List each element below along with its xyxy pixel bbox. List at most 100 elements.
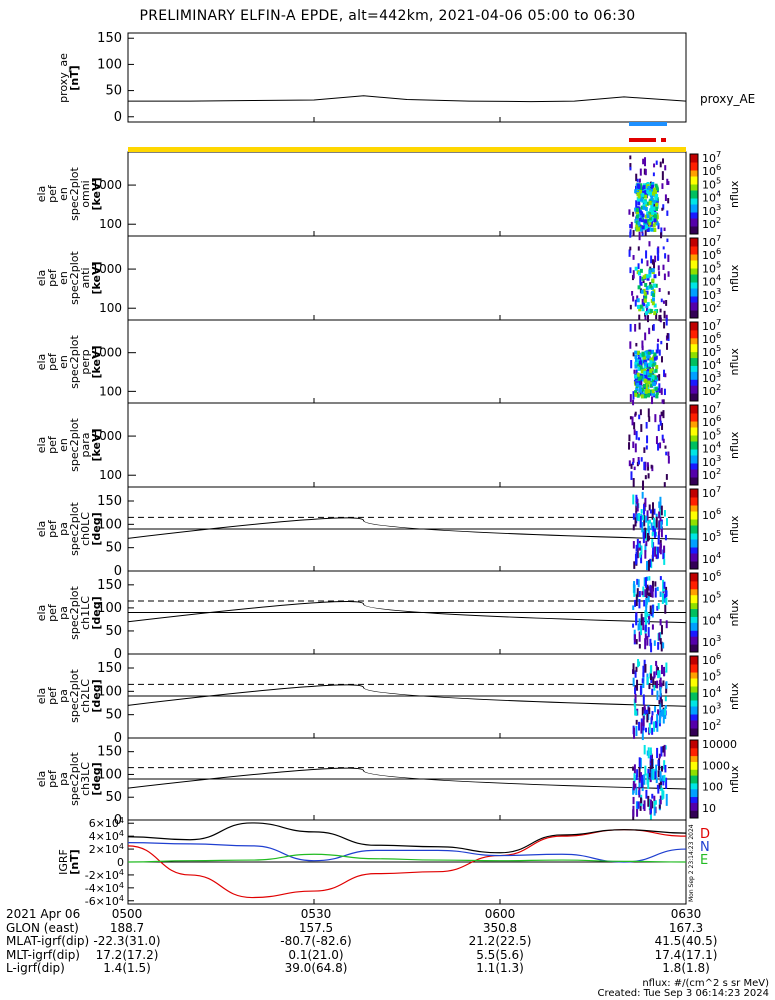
colorbar-segment — [690, 437, 698, 440]
pitch-pixel — [650, 522, 653, 531]
ylabel-para: ela pef en spec2plot para [keV] — [35, 405, 103, 485]
colorbar-segment — [690, 323, 698, 327]
bottom-row-value: 157.5 — [298, 920, 334, 935]
pitch-pixel — [632, 663, 635, 675]
spectrogram-pixel — [652, 359, 656, 364]
colorbar-segment — [690, 427, 698, 430]
colorbar-segment — [690, 628, 698, 631]
spectrogram-pixel — [637, 366, 641, 371]
spectrogram-pixel — [634, 358, 638, 363]
colorbar-segment — [690, 164, 698, 167]
spectrogram-pixel — [647, 380, 651, 385]
pitch-pixel — [659, 703, 662, 711]
colorbar-segment — [690, 499, 698, 502]
colorbar-segment — [690, 379, 698, 382]
pitch-pixel — [659, 779, 662, 788]
pitch-pixel — [640, 718, 643, 726]
spectrogram-pixel — [639, 409, 642, 416]
colorbar-segment — [690, 724, 698, 727]
spectrogram-pixel — [629, 224, 632, 229]
spectrogram-pixel — [633, 429, 636, 436]
pitch-pixel — [634, 634, 637, 643]
spectrogram-pixel — [649, 284, 653, 289]
pitch-pixel — [646, 510, 649, 521]
colorbar-segment — [690, 730, 698, 733]
spectrogram-pixel — [659, 314, 662, 322]
spectrogram-pixel — [635, 387, 639, 392]
spectrogram-pixel — [642, 278, 645, 284]
pitch-pixel — [634, 687, 637, 695]
spectrogram-pixel — [635, 210, 639, 215]
colorbar-segment — [690, 182, 698, 185]
spectrogram-pixel — [644, 314, 647, 320]
spectrogram-pixel — [644, 168, 647, 176]
spectrogram-pixel — [662, 204, 665, 210]
spectrogram-pixel — [630, 359, 633, 369]
pitch-pixel — [657, 709, 660, 716]
colorbar-segment — [690, 296, 698, 299]
colorbar-segment — [690, 292, 698, 295]
colorbar-segment — [690, 363, 698, 366]
spectrogram-pixel — [650, 383, 654, 388]
colorbar-segment — [690, 644, 698, 647]
colorbar-segment — [690, 316, 698, 319]
ion-flag-bar — [629, 122, 667, 126]
spectrogram-pixel — [629, 304, 632, 310]
pitch-pixel — [653, 722, 656, 727]
colorbar-segment — [690, 196, 698, 199]
pitch-pixel — [664, 764, 667, 773]
spectrogram-pixel — [651, 297, 655, 302]
side-timestamp: Mon Sep 2 23:14:23 2024 — [688, 824, 695, 902]
pitch-pixel — [662, 709, 665, 717]
colorbar-segment — [690, 804, 698, 807]
pitch-pixel — [663, 558, 666, 565]
pitch-pixel — [636, 808, 639, 817]
pitch-pixel — [643, 599, 646, 607]
spectrogram-pixel — [644, 219, 648, 224]
spectrogram-pixel — [629, 246, 632, 251]
colorbar-segment — [690, 481, 698, 484]
colorbar-segment — [690, 604, 698, 608]
ylabel-line: [deg] — [90, 679, 103, 713]
bottom-row-value: 21.2(22.5) — [468, 934, 532, 948]
pitch-pixel — [651, 511, 654, 520]
spectrogram-pixel — [656, 247, 659, 255]
spectrogram-pixel — [644, 207, 648, 212]
colorbar-segment — [690, 640, 698, 643]
spectrogram-pixel — [628, 442, 631, 450]
pitch-pixel — [650, 559, 653, 569]
colorbar-segment — [690, 325, 698, 329]
ytick-energy: 1000 — [91, 178, 122, 192]
spectrogram-pixel — [654, 386, 658, 391]
pitch-pixel — [659, 638, 662, 645]
pitch-pixel — [655, 554, 658, 559]
ytick-pitch: 50 — [105, 790, 122, 805]
colorbar-segment — [690, 463, 698, 466]
pitch-pixel — [662, 715, 665, 724]
spectrogram-pixel — [639, 197, 643, 202]
colorbar-segment — [690, 158, 698, 161]
spectrogram-pixel — [648, 216, 652, 221]
spectrogram-pixel — [632, 458, 635, 463]
spectrogram-pixel — [660, 411, 663, 417]
spectrogram-pixel — [659, 308, 662, 313]
colorbar-segment — [690, 333, 698, 337]
colorbar-segment — [690, 676, 698, 679]
colorbar-segment — [690, 775, 698, 778]
colorbar-segment — [690, 188, 698, 191]
spectrogram-pixel — [640, 457, 643, 462]
pitch-pixel — [633, 581, 636, 588]
spectrogram-pixel — [657, 255, 660, 261]
colorbar-segment — [690, 369, 698, 372]
colorbar-segment — [690, 375, 698, 378]
pitch-pixel — [662, 745, 665, 753]
colorbar-segment — [690, 357, 698, 361]
pitch-pixel — [640, 776, 643, 788]
ytick-pitch: 150 — [97, 578, 122, 593]
pitch-pixel — [665, 793, 668, 806]
panel-frame-proxy_ae — [127, 32, 687, 123]
colorbar-segment — [690, 513, 698, 516]
pitch-pixel — [635, 774, 638, 781]
colorbar-segment — [690, 602, 698, 606]
pitch-pixel — [659, 542, 662, 554]
